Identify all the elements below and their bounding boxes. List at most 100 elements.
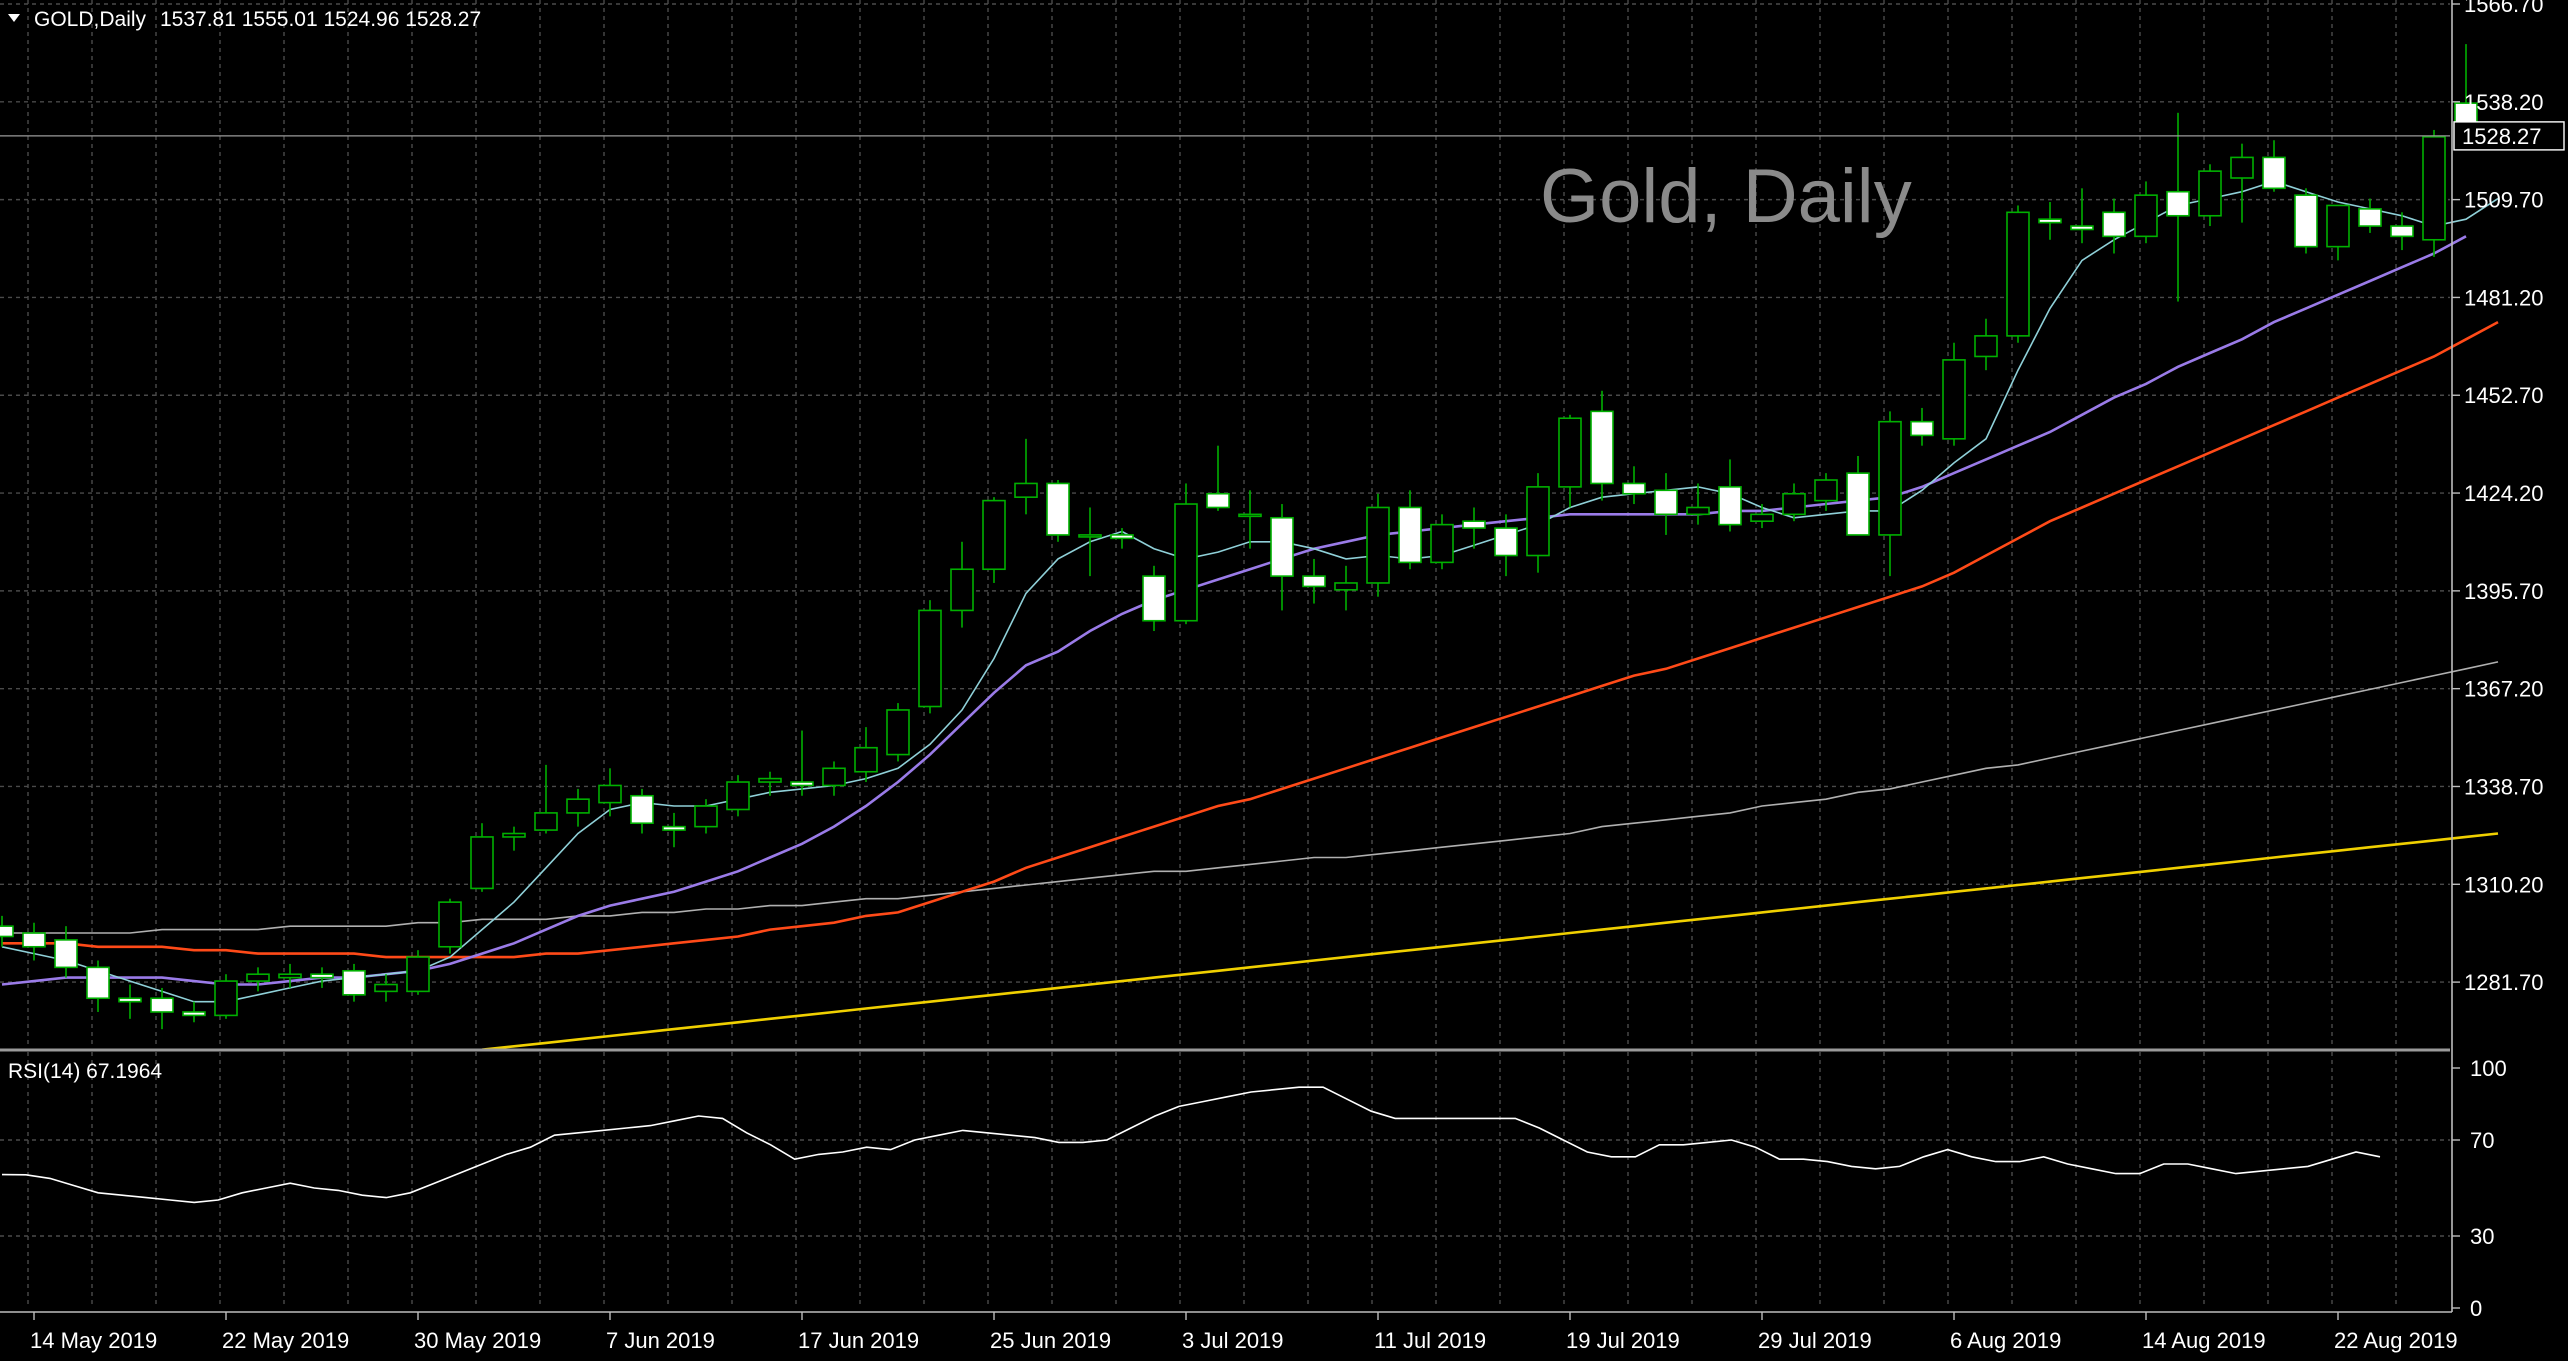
candle — [246, 967, 270, 992]
price-tick-label: 1566.70 — [2464, 0, 2544, 17]
candle — [1462, 507, 1486, 549]
candle — [918, 600, 942, 714]
candle — [726, 775, 750, 817]
candle-body-bull — [2326, 204, 2350, 248]
candle-body-bull — [534, 812, 558, 831]
candle — [1622, 466, 1646, 505]
rsi-panel — [0, 1048, 2450, 1204]
candle — [54, 926, 78, 978]
candle-body-bear — [1046, 482, 1070, 536]
candles — [0, 44, 2478, 1030]
symbol-label: GOLD,Daily — [34, 8, 147, 31]
candle-body-bull — [598, 784, 622, 804]
candle-body-bull — [1558, 417, 1582, 488]
date-tick-label: 17 Jun 2019 — [798, 1328, 919, 1353]
candle-body-bear — [2166, 190, 2190, 217]
symbol-menu-icon[interactable] — [8, 14, 20, 22]
ma_200-line — [481, 832, 2499, 1051]
candle-body-bear — [1590, 410, 1614, 485]
candle-body-bull — [822, 767, 846, 787]
candle-body-bear — [1494, 527, 1518, 557]
candle-body-bear — [2262, 156, 2286, 190]
candle-body-bull — [1782, 492, 1806, 516]
candle-body-bull — [278, 973, 302, 979]
candle-body-bull — [1526, 486, 1550, 557]
candle-body-bull — [1750, 513, 1774, 522]
candle — [438, 898, 462, 954]
candle — [758, 771, 782, 796]
candle-body-bear — [1846, 472, 1870, 536]
candle — [2006, 205, 2030, 343]
candle — [662, 812, 686, 848]
candle — [1014, 438, 1038, 515]
candle-body-bull — [886, 709, 910, 756]
candle — [1366, 493, 1390, 597]
candle — [310, 967, 334, 988]
rsi-tick-label: 30 — [2470, 1224, 2494, 1249]
candle — [790, 730, 814, 796]
candle-body-bear — [2038, 218, 2062, 224]
candle — [1910, 407, 1934, 446]
candle-body-bear — [86, 966, 110, 1000]
rsi-tick-label: 70 — [2470, 1128, 2494, 1153]
candle-body-bull — [758, 777, 782, 783]
candle — [150, 987, 174, 1030]
candle — [1110, 528, 1134, 549]
candle — [2422, 129, 2446, 257]
date-tick-label: 14 May 2019 — [30, 1328, 157, 1353]
candle — [502, 826, 526, 851]
candle — [2390, 212, 2414, 251]
candle — [1558, 414, 1582, 508]
candle-body-bear — [2390, 225, 2414, 238]
date-tick-label: 19 Jul 2019 — [1566, 1328, 1680, 1353]
candle — [1270, 504, 1294, 611]
candle — [2070, 188, 2094, 244]
candle-body-bull — [246, 973, 270, 982]
candle — [1302, 558, 1326, 604]
candle — [1942, 342, 1966, 446]
price-tick-label: 1424.20 — [2464, 481, 2544, 506]
candle-body-bull — [1942, 359, 1966, 440]
candle — [1590, 390, 1614, 501]
candle-body-bear — [310, 973, 334, 979]
current-price-box — [2453, 121, 2565, 151]
candle — [886, 703, 910, 762]
candle-body-bear — [22, 932, 46, 948]
candle — [1206, 445, 1230, 511]
candle — [2102, 198, 2126, 254]
candle — [22, 922, 46, 961]
price-tick-label: 1538.20 — [2464, 90, 2544, 115]
candle-body-bear — [2070, 225, 2094, 231]
candle-body-bear — [342, 969, 366, 996]
candle-body-bear — [2102, 211, 2126, 238]
candle — [1782, 483, 1806, 522]
candle-body-bear — [1302, 575, 1326, 588]
candle — [2358, 198, 2382, 233]
date-tick-label: 6 Aug 2019 — [1950, 1328, 2061, 1353]
candle — [2262, 140, 2286, 192]
candle-body-bull — [982, 499, 1006, 571]
date-tick-label: 25 Jun 2019 — [990, 1328, 1111, 1353]
candle-body-bull — [214, 980, 238, 1017]
rsi-label: RSI(14) 67.1964 — [8, 1060, 162, 1083]
candle — [470, 823, 494, 892]
price-tick-label: 1338.70 — [2464, 774, 2544, 799]
candle — [982, 497, 1006, 583]
rsi-tick-label: 100 — [2470, 1056, 2507, 1081]
candle-body-bear — [1270, 516, 1294, 577]
candle — [86, 960, 110, 1012]
candle — [182, 1001, 206, 1023]
price-tick-label: 1395.70 — [2464, 579, 2544, 604]
candle — [406, 950, 430, 995]
candle — [1430, 514, 1454, 570]
candle-body-bull — [1974, 335, 1998, 358]
candle-body-bull — [1366, 506, 1390, 584]
candle-body-bull — [2230, 156, 2254, 179]
candle-body-bear — [1622, 482, 1646, 495]
candle-body-bull — [1814, 479, 1838, 502]
date-tick-label: 22 Aug 2019 — [2334, 1328, 2458, 1353]
candle-body-bear — [662, 825, 686, 831]
candle-body-bear — [790, 781, 814, 787]
